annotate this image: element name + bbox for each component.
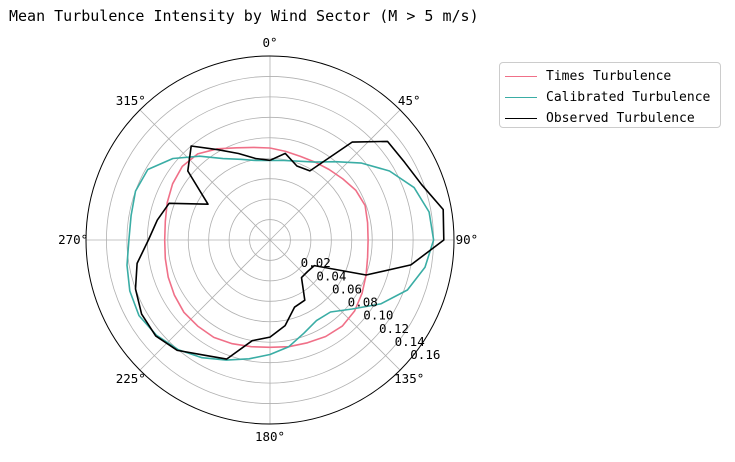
legend-label: Times Turbulence	[546, 69, 672, 84]
angle-tick-label: 90°	[456, 232, 479, 247]
angle-tick-label: 135°	[394, 371, 424, 386]
legend-swatch	[505, 97, 537, 98]
legend-label: Calibrated Turbulence	[546, 90, 711, 105]
radial-tick-label: 0.12	[379, 321, 409, 336]
legend-swatch	[505, 76, 537, 77]
angle-tick-label: 315°	[116, 93, 146, 108]
legend-item: Calibrated Turbulence	[500, 87, 720, 108]
radial-tick-label: 0.02	[301, 255, 331, 270]
legend-swatch	[505, 118, 537, 119]
tick-labels: 0° 45° 90° 135° 180° 225° 270° 315° 0.020.040.06…	[58, 35, 478, 444]
legend-item: Observed Turbulence	[500, 108, 720, 129]
series-line-3	[134, 140, 445, 360]
series-layer	[126, 140, 445, 361]
series-line-2	[126, 155, 435, 361]
polar-frame	[85, 55, 455, 425]
legend-item: Times Turbulence	[500, 66, 720, 87]
chart-title: Mean Turbulence Intensity by Wind Sector…	[9, 7, 479, 25]
angle-tick-label: 270°	[58, 232, 88, 247]
angular-gridline	[269, 109, 401, 241]
radial-tick-label: 0.04	[316, 268, 346, 283]
legend: Times Turbulence Calibrated Turbulence Obs…	[499, 62, 721, 128]
angle-tick-label: 0°	[262, 35, 277, 50]
legend-label: Observed Turbulence	[546, 111, 695, 126]
radial-tick-label: 0.06	[332, 281, 362, 296]
angular-gridline	[139, 109, 271, 241]
angle-tick-label: 45°	[398, 93, 421, 108]
angle-tick-label: 225°	[116, 371, 146, 386]
angle-tick-label: 180°	[255, 429, 285, 444]
polar-grid	[85, 55, 455, 425]
radial-tick-label: 0.10	[363, 308, 393, 323]
series-line-1	[163, 146, 369, 349]
radial-tick-label: 0.14	[395, 334, 425, 349]
radial-tick-label: 0.16	[410, 347, 440, 362]
angular-gridline	[139, 239, 271, 371]
radial-tick-label: 0.08	[348, 295, 378, 310]
angular-gridline	[269, 239, 401, 371]
